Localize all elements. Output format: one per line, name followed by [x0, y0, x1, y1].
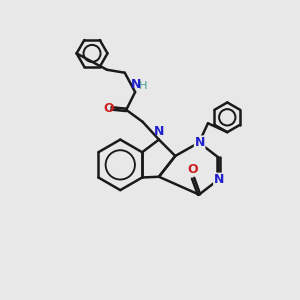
Text: N: N [130, 78, 141, 91]
Text: O: O [188, 163, 198, 176]
Text: N: N [194, 136, 205, 149]
Text: N: N [214, 173, 224, 186]
Text: H: H [139, 81, 148, 91]
Text: O: O [103, 102, 114, 115]
Text: N: N [154, 125, 164, 138]
